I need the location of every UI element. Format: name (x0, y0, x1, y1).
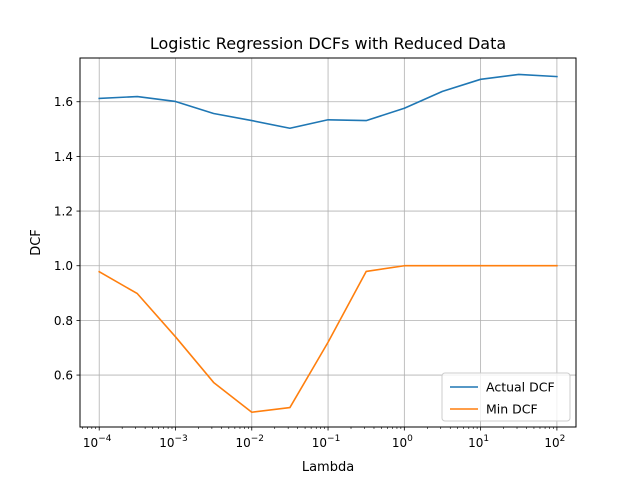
y-tick-label: 0.6 (54, 369, 73, 383)
chart-title: Logistic Regression DCFs with Reduced Da… (150, 34, 506, 53)
x-tick-label: 10−2 (235, 434, 264, 450)
series-layer (98, 73, 558, 414)
x-tick-label: 102 (544, 434, 565, 450)
x-tick-label: 10−1 (312, 434, 341, 450)
y-axis-label: DCF (29, 229, 44, 256)
y-tick-label: 1.2 (54, 205, 73, 219)
y-tick-label: 1.4 (54, 150, 73, 164)
y-tick-label: 1.6 (54, 95, 73, 109)
x-axis-label: Lambda (302, 460, 354, 475)
x-ticks: 10−4 10−3 10−2 10−1 100 101 102 (81, 427, 565, 450)
y-tick-label: 0.8 (54, 314, 73, 328)
legend-label: Actual DCF (486, 380, 555, 395)
x-tick-label: 101 (468, 434, 489, 450)
legend-label: Min DCF (486, 402, 538, 417)
x-tick-label: 10−3 (159, 434, 188, 450)
x-tick-label: 10−4 (83, 434, 112, 450)
series-line-0 (98, 73, 558, 130)
x-tick-label: 100 (392, 434, 413, 450)
series-line-1 (98, 264, 558, 414)
y-ticks: 0.6 0.8 1.0 1.2 1.4 1.6 (54, 95, 80, 383)
y-tick-label: 1.0 (54, 259, 73, 273)
legend: Actual DCF Min DCF (441, 372, 571, 422)
